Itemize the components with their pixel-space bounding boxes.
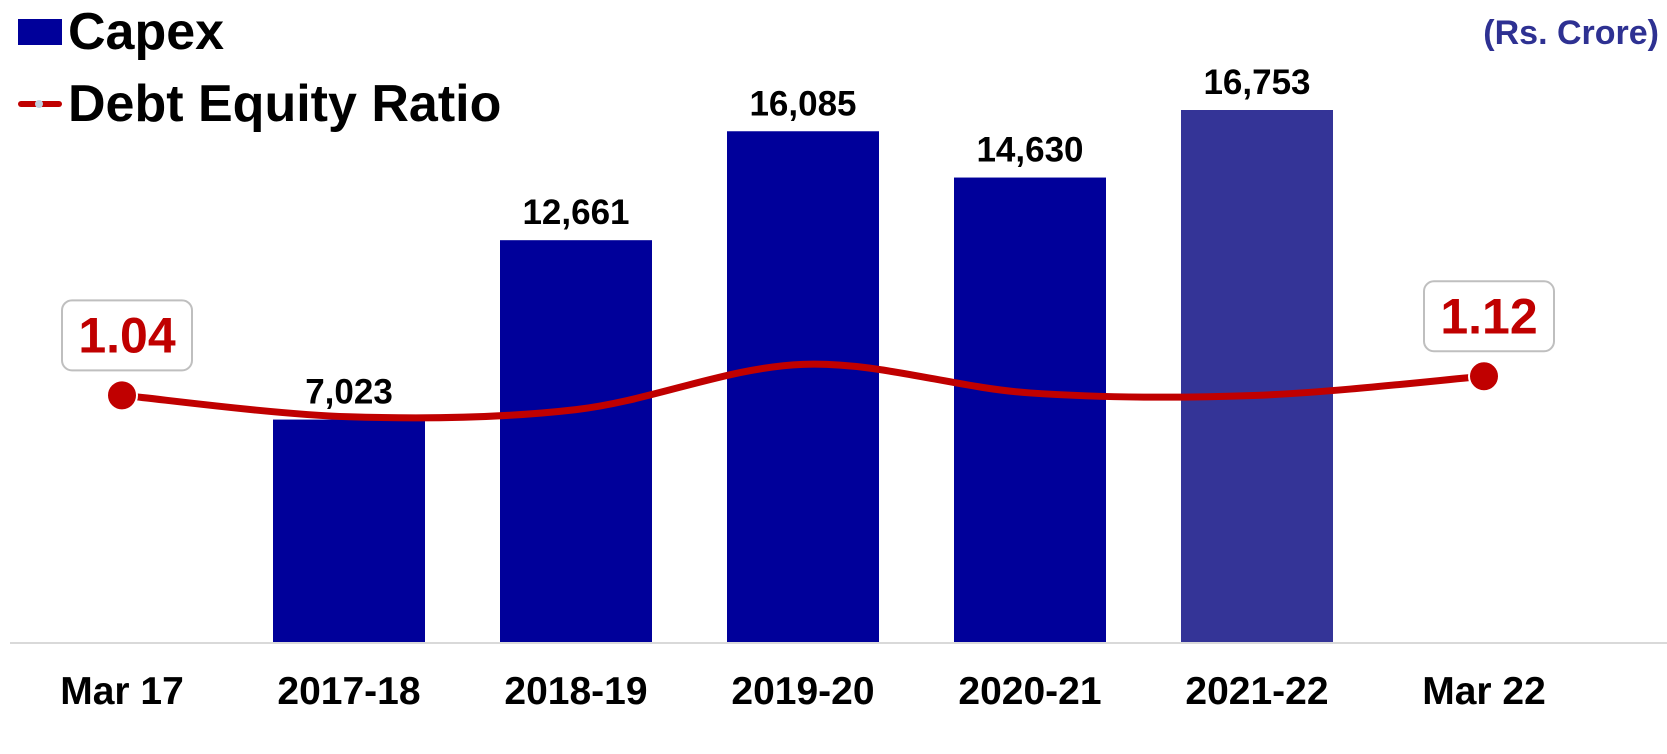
debt-equity-legend-swatch xyxy=(18,91,62,117)
x-tick-label: 2018-19 xyxy=(504,670,647,713)
capex-value-label: 16,753 xyxy=(1203,63,1310,102)
debt-equity-legend-label: Debt Equity Ratio xyxy=(68,75,502,133)
x-tick-label: Mar 22 xyxy=(1422,670,1546,713)
capex-value-label: 12,661 xyxy=(522,193,629,232)
capex-value-label: 16,085 xyxy=(749,84,856,123)
capex-legend-swatch xyxy=(18,19,62,45)
capex-bar-2020-21 xyxy=(954,177,1106,643)
capex-value-label: 7,023 xyxy=(305,373,393,412)
label-layer: 7,023 12,661 16,085 14,630 16,753 Mar 17 2017-… xyxy=(60,63,1555,713)
capex-bar-2017-18 xyxy=(273,419,425,643)
x-tick-label: Mar 17 xyxy=(60,670,184,713)
debt-equity-marker xyxy=(1468,360,1500,393)
line-layer xyxy=(106,360,1500,422)
legend-debt-equity: Debt Equity Ratio xyxy=(18,78,501,130)
debt-equity-marker xyxy=(106,379,138,412)
x-tick-label: 2020-21 xyxy=(958,670,1101,713)
capex-bar-2019-20 xyxy=(727,131,879,643)
debt-equity-line xyxy=(118,360,1488,422)
x-tick-label: 2017-18 xyxy=(277,670,420,713)
capex-legend-label: Capex xyxy=(68,3,225,61)
legend-capex: Capex xyxy=(18,6,224,58)
debt-equity-label-box xyxy=(61,299,193,372)
bars-layer xyxy=(273,110,1333,643)
capex-bar-2021-22 xyxy=(1181,110,1333,643)
x-tick-label: 2021-22 xyxy=(1185,670,1328,713)
debt-equity-value-label: 1.12 xyxy=(1440,288,1537,344)
debt-equity-value-label: 1.04 xyxy=(78,307,176,363)
debt-equity-label-box xyxy=(1423,280,1555,353)
capex-value-label: 14,630 xyxy=(976,131,1083,170)
x-tick-label: 2019-20 xyxy=(731,670,874,713)
capex-bar-2018-19 xyxy=(500,240,652,643)
unit-label: (Rs. Crore) xyxy=(1483,14,1659,52)
